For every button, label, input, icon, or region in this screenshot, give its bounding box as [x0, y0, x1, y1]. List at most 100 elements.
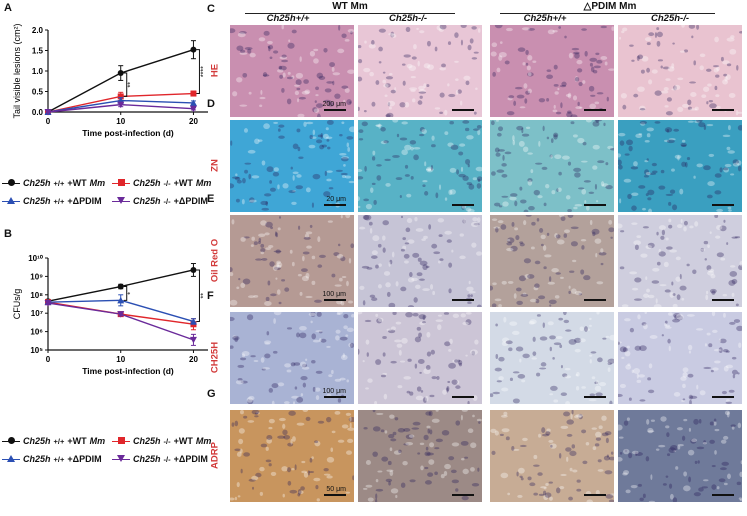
micrograph-oil-red-o-4 [618, 215, 742, 307]
scale-bar [712, 204, 734, 206]
significance-b1-label: * [128, 292, 135, 295]
micrograph-ch25h-2 [358, 312, 482, 404]
micrograph-adrp-3 [490, 410, 614, 502]
legend-a: Ch25h +/+ +WT Mm Ch25h -/- +WT Mm Ch25h +/+ +… [0, 178, 222, 214]
micrograph-he-3 [490, 25, 614, 117]
legend-item-wt-pdim: Ch25h +/+ +ΔPDIM [2, 196, 102, 206]
y-tick-label: 10⁸ [30, 291, 43, 300]
y-axis-label: CFUs/g [12, 289, 22, 320]
significance-a1-label: ** [128, 82, 135, 88]
micrograph-ch25h-1: 100 μm [230, 312, 354, 404]
x-tick-label: 10 [116, 355, 125, 364]
legend-item-wt-wt: Ch25h +/+ +WT Mm [2, 436, 105, 446]
data-point [117, 70, 124, 77]
scale-bar [712, 494, 734, 496]
tissue-texture [618, 312, 742, 404]
group-title-pdim: △PDIM Mm [583, 1, 637, 12]
tissue-texture [230, 312, 354, 404]
x-axis-label: Time post-infection (d) [82, 366, 174, 376]
scale-bar [324, 109, 346, 111]
micrograph-he-2 [358, 25, 482, 117]
scale-bar [452, 204, 474, 206]
data-point [117, 296, 125, 304]
data-point [190, 90, 197, 97]
data-point [189, 317, 197, 325]
tissue-texture [358, 120, 482, 212]
panel-label-f: F [207, 290, 214, 302]
y-tick-label: 10¹⁰ [28, 254, 44, 263]
micrograph-grid: WT Mm △PDIM Mm Ch25h+/+ Ch25h-/- Ch25h+/… [205, 0, 747, 516]
micrograph-zn-4 [618, 120, 742, 212]
significance-b2-label: ** [200, 293, 207, 299]
legend-item-wt-pdim: Ch25h +/+ +ΔPDIM [2, 454, 102, 464]
micrograph-adrp-1: 50 μm [230, 410, 354, 502]
micrograph-oil-red-o-2 [358, 215, 482, 307]
scale-bar-label: 50 μm [326, 486, 346, 493]
scale-bar [324, 494, 346, 496]
y-tick-label: 10⁷ [31, 309, 43, 318]
lesion-chart: 0.0 0.5 1.0 1.5 2.0 0 10 20 Time post-infection … [12, 23, 208, 138]
tissue-texture [490, 25, 614, 117]
x-tick-label: 0 [46, 355, 51, 364]
scale-bar [324, 396, 346, 398]
x-tick-label: 20 [189, 355, 198, 364]
data-point [190, 46, 197, 53]
significance-b2 [196, 269, 200, 322]
significance-a1 [123, 72, 128, 97]
significance-a2-label: **** [200, 66, 207, 77]
tissue-texture [358, 25, 481, 117]
x-tick-label: 10 [116, 117, 125, 126]
y-tick-label: 0.5 [32, 88, 44, 97]
micrograph-he-4 [618, 25, 742, 117]
scale-bar [712, 299, 734, 301]
panel-label-d: D [207, 98, 215, 110]
legend-b: Ch25h +/+ +WT Mm Ch25h -/- +WT Mm Ch25h +/+ +… [0, 436, 222, 472]
data-point [44, 300, 52, 307]
y-tick-label: 10⁶ [30, 328, 43, 337]
panel-label-b: B [4, 228, 12, 240]
micrograph-zn-1: 20 μm [230, 120, 354, 212]
scale-bar [452, 396, 474, 398]
scale-bar [584, 396, 606, 398]
data-point [189, 336, 197, 344]
micrograph-he-1: 200 μm [230, 25, 354, 117]
scale-bar [712, 396, 734, 398]
tissue-texture [490, 215, 614, 307]
y-tick-label: 2.0 [32, 26, 44, 35]
scale-bar-label: 100 μm [322, 388, 347, 395]
panel-label-a: A [4, 2, 12, 14]
tissue-texture [230, 215, 354, 306]
micrograph-ch25h-4 [618, 312, 742, 404]
y-tick-label: 1.5 [32, 47, 44, 56]
y-axis-label: Tail visible lesions (cm²) [12, 23, 22, 118]
legend-label: Ch25h [23, 178, 51, 188]
data-point [117, 101, 125, 109]
tissue-texture [618, 410, 742, 502]
scale-bar-label: 200 μm [322, 101, 347, 108]
group-line-pdim [500, 13, 715, 14]
group-line-wt [245, 13, 455, 14]
scale-bar [452, 299, 474, 301]
tissue-texture [359, 215, 482, 307]
significance-a2 [196, 49, 200, 95]
legend-item-wt-wt: Ch25h +/+ +WT Mm [2, 178, 105, 188]
tissue-texture [358, 312, 479, 404]
scale-bar [324, 299, 346, 301]
data-point [189, 105, 197, 113]
data-point [189, 99, 197, 106]
x-tick-label: 0 [46, 117, 51, 126]
scale-bar [584, 299, 606, 301]
y-tick-label: 0.0 [32, 108, 44, 117]
tissue-texture [619, 25, 742, 116]
legend-item-ko-pdim: Ch25h -/- +ΔPDIM [112, 454, 208, 464]
micrograph-adrp-2 [358, 410, 482, 502]
scale-bar [324, 204, 346, 206]
x-axis-label: Time post-infection (d) [82, 128, 174, 138]
micrograph-oil-red-o-3 [490, 215, 614, 307]
col-head-2: Ch25h-/- [389, 13, 427, 24]
scale-bar [584, 494, 606, 496]
x-tick-label: 20 [189, 117, 198, 126]
micrograph-zn-2 [358, 120, 482, 212]
micrograph-oil-red-o-1: 100 μm [230, 215, 354, 307]
tissue-texture [230, 120, 354, 211]
